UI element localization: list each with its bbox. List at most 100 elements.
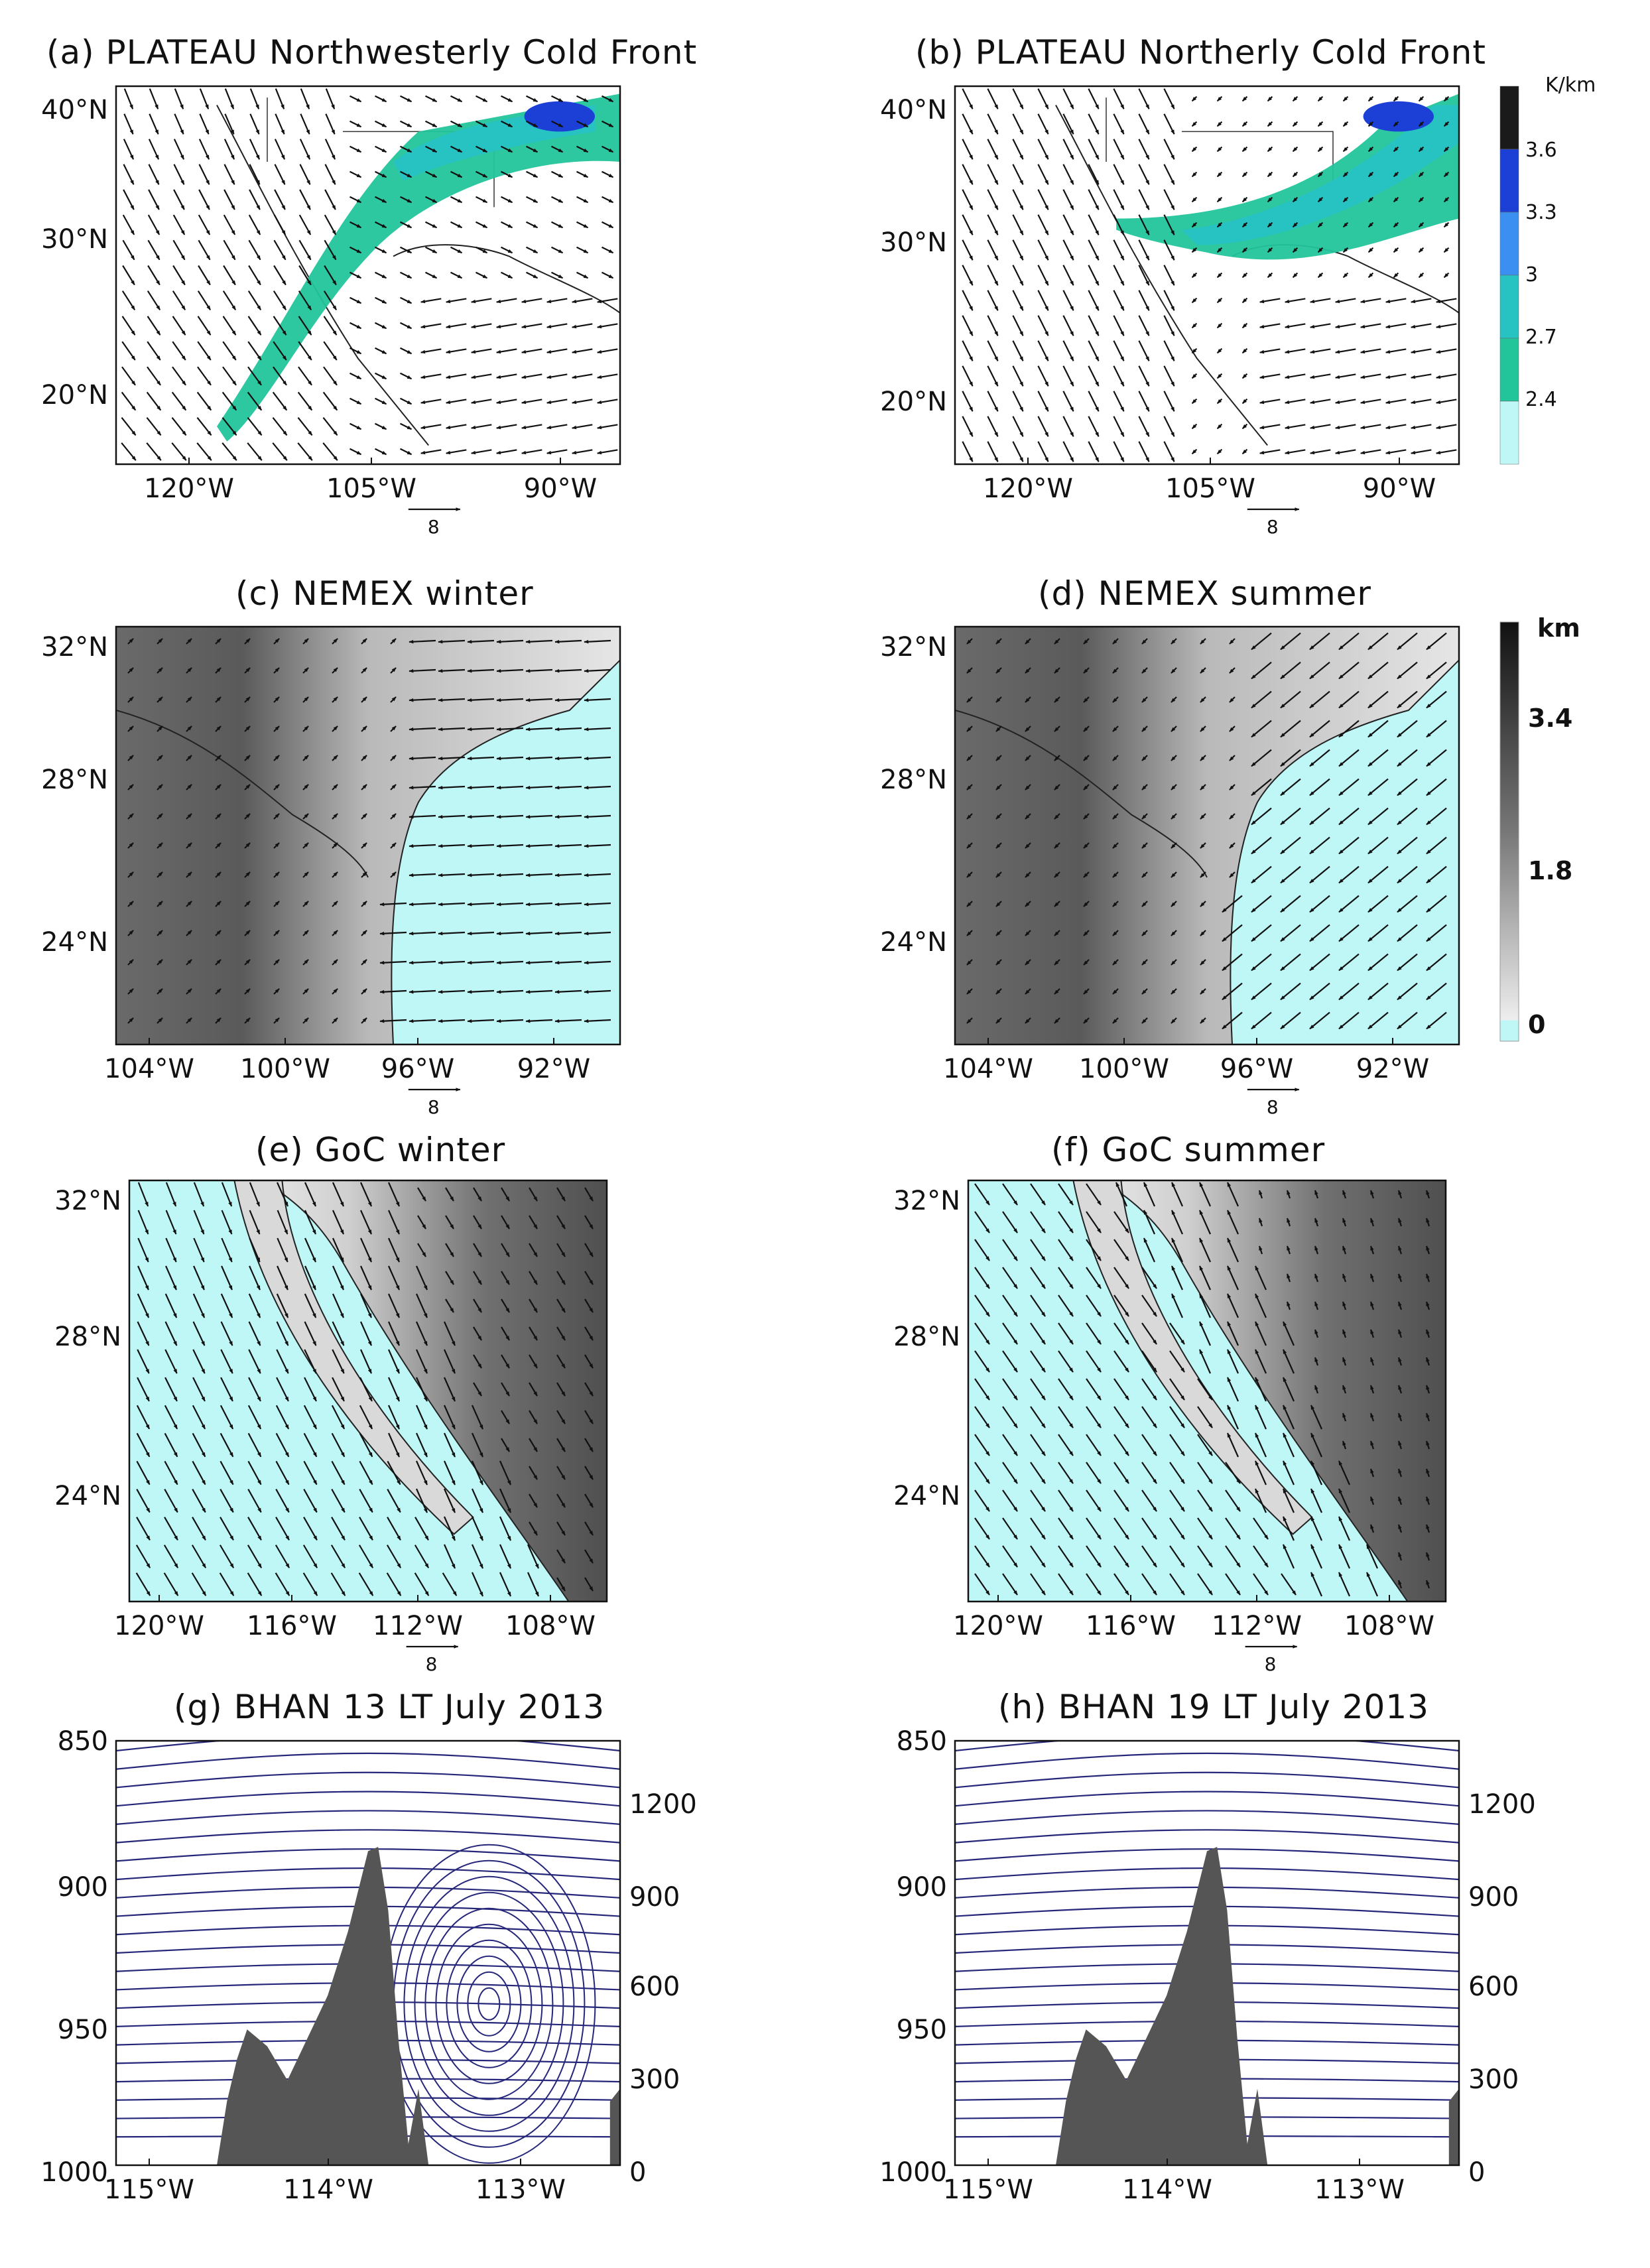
panel-e-ytick-2: 28°N: [54, 1322, 121, 1352]
panel-f-title: (f) GoC summer: [1051, 1131, 1326, 1169]
colorbar-height-label-1: 3.4: [1528, 704, 1572, 733]
panel-f-map: 120°W 116°W 112°W 108°W 32°N 28°N 24°N 8: [893, 1179, 1447, 1675]
panel-a-ytick-2: 30°N: [41, 224, 108, 255]
panel-c-xtick-2: 100°W: [240, 1054, 330, 1084]
panel-a-xtick-2: 105°W: [326, 473, 416, 504]
panel-f-frame: [967, 1179, 1447, 1603]
panel-b-front-max: [1363, 101, 1434, 132]
panel-e-baja-california: [233, 1180, 474, 1535]
panel-c-wind-vectors: [127, 638, 611, 1024]
panel-d-ytick-2: 28°N: [880, 765, 947, 795]
panel-h-y2tick-4: 300: [1468, 2064, 1519, 2095]
panel-b-xtick-1: 120°W: [983, 473, 1073, 504]
panel-e-xtick-1: 120°W: [114, 1611, 204, 1641]
panel-c-xtick-3: 96°W: [381, 1054, 454, 1084]
colorbar-gradient-cell: [1499, 86, 1519, 150]
colorbar-height-label-2: 1.8: [1528, 856, 1572, 885]
panel-a-ytick-3: 20°N: [41, 380, 108, 410]
panel-g-ytick-2: 900: [58, 1872, 108, 1903]
panel-f-ytick-2: 28°N: [893, 1322, 960, 1352]
panel-e-xtick-3: 112°W: [373, 1611, 463, 1641]
colorbar-gradient-cell: [1499, 149, 1519, 213]
panel-g-vortex-ring: [477, 1987, 501, 2021]
panel-h-xtick-1: 115°W: [943, 2174, 1033, 2205]
colorbar-height-bar: [1499, 621, 1519, 1042]
panel-d-title: (d) NEMEX summer: [1038, 574, 1371, 613]
panel-d-map: 104°W 100°W 96°W 92°W 32°N 28°N 24°N 8: [880, 625, 1460, 1118]
panel-b-xtick-3: 90°W: [1363, 473, 1436, 504]
panel-e-xtick-2: 116°W: [247, 1611, 337, 1641]
panel-f-xtick-2: 116°W: [1086, 1611, 1176, 1641]
colorbar-height: km 3.4 1.8 0: [1499, 613, 1580, 1042]
panel-d-ytick-1: 32°N: [880, 632, 947, 662]
colorbar-gradient-cell: [1499, 338, 1519, 402]
colorbar-height-label-3: 0: [1528, 1010, 1545, 1039]
panel-d-wind-vectors: [966, 632, 1447, 1030]
panel-g-y2tick-5: 0: [629, 2157, 646, 2188]
panel-d-ref-label: 8: [1267, 1096, 1279, 1118]
panel-e-ytick-3: 24°N: [54, 1481, 121, 1511]
panel-d-ytick-3: 24°N: [880, 927, 947, 958]
panel-g-ytick-1: 850: [58, 1726, 108, 1757]
panel-e-xtick-4: 108°W: [505, 1611, 596, 1641]
colorbar-gradient-label-1: 3.6: [1525, 139, 1557, 162]
panel-g-y2tick-4: 300: [629, 2064, 680, 2095]
panel-c-map: 104°W 100°W 96°W 92°W 32°N 28°N 24°N 8: [41, 625, 621, 1118]
panel-g-xtick-2: 114°W: [283, 2174, 373, 2205]
panel-c-xtick-4: 92°W: [517, 1054, 590, 1084]
panel-h-ytick-2: 900: [897, 1872, 947, 1903]
panel-g-title: (g) BHAN 13 LT July 2013: [174, 1688, 605, 1726]
panel-d-gulf-of-mexico: [1230, 659, 1459, 1044]
panel-a-title: (a) PLATEAU Northwesterly Cold Front: [46, 33, 698, 72]
panel-b-map: 120°W 105°W 90°W 40°N 30°N 20°N 8: [880, 85, 1460, 538]
panel-f-baja-california: [1072, 1180, 1313, 1535]
panel-a-xtick-1: 120°W: [144, 473, 234, 504]
panel-f-ytick-3: 24°N: [893, 1481, 960, 1511]
panel-e-frame: [128, 1179, 608, 1603]
panel-g-vortex-ring: [456, 1955, 522, 2052]
panel-g-vortex-ring: [424, 1907, 554, 2100]
panel-b-frame: [954, 85, 1460, 466]
panel-b-ref-label: 8: [1267, 516, 1279, 538]
panel-g-xtick-3: 113°W: [476, 2174, 566, 2205]
panel-c-ytick-3: 24°N: [41, 927, 108, 958]
colorbar-gradient-cell: [1499, 212, 1519, 276]
panel-d-xtick-4: 92°W: [1356, 1054, 1429, 1084]
panel-g-ytick-3: 950: [58, 2015, 108, 2045]
panel-c-xtick-1: 104°W: [104, 1054, 194, 1084]
panel-g-y2tick-2: 900: [629, 1882, 680, 1913]
panel-c-ref-label: 8: [428, 1096, 440, 1118]
panel-g-terrain: [217, 1847, 620, 2165]
panel-g-y2tick-1: 1200: [629, 1789, 697, 1820]
panel-h-y2tick-1: 1200: [1468, 1789, 1536, 1820]
panel-e-map: 120°W 116°W 112°W 108°W 32°N 28°N 24°N 8: [54, 1179, 608, 1675]
colorbar-gradient: K/km 3.6 3.3 3 2.7 2.4: [1499, 74, 1596, 465]
panel-h-frame: [954, 1739, 1460, 2167]
panel-f-xtick-4: 108°W: [1344, 1611, 1434, 1641]
panel-f-wind-vectors: [974, 1182, 1430, 1597]
panel-h-title: (h) BHAN 19 LT July 2013: [998, 1688, 1429, 1726]
panel-c-ytick-1: 32°N: [41, 632, 108, 662]
panel-d-xtick-1: 104°W: [943, 1054, 1033, 1084]
panel-b-wind-vectors: [962, 88, 1457, 462]
panel-a-ref-label: 8: [428, 516, 440, 538]
panel-g-vortex-ring: [414, 1891, 564, 2116]
panel-g-frame: [115, 1739, 621, 2167]
colorbar-height-unit: km: [1537, 613, 1580, 643]
panel-b-xtick-2: 105°W: [1165, 473, 1255, 504]
panel-h-section: 115°W 114°W 113°W 850 900 950 1000 1200 900 600 30…: [879, 1726, 1536, 2205]
panel-e-wind-vectors: [135, 1182, 594, 1597]
panel-g-vortex-ring: [403, 1875, 575, 2132]
panel-a-xtick-3: 90°W: [524, 473, 597, 504]
colorbar-gradient-cell: [1499, 275, 1519, 339]
panel-h-xtick-2: 114°W: [1122, 2174, 1212, 2205]
colorbar-gradient-cell: [1499, 401, 1519, 465]
panel-e-mainland-mexico: [261, 1180, 607, 1602]
panel-c-frame: [115, 625, 621, 1046]
panel-a-frame: [115, 85, 621, 466]
panel-h-ytick-3: 950: [897, 2015, 947, 2045]
panel-a-coastline-gulf: [393, 244, 620, 314]
panel-b-front-band: [1116, 94, 1459, 260]
panel-e-ref-label: 8: [426, 1653, 438, 1675]
